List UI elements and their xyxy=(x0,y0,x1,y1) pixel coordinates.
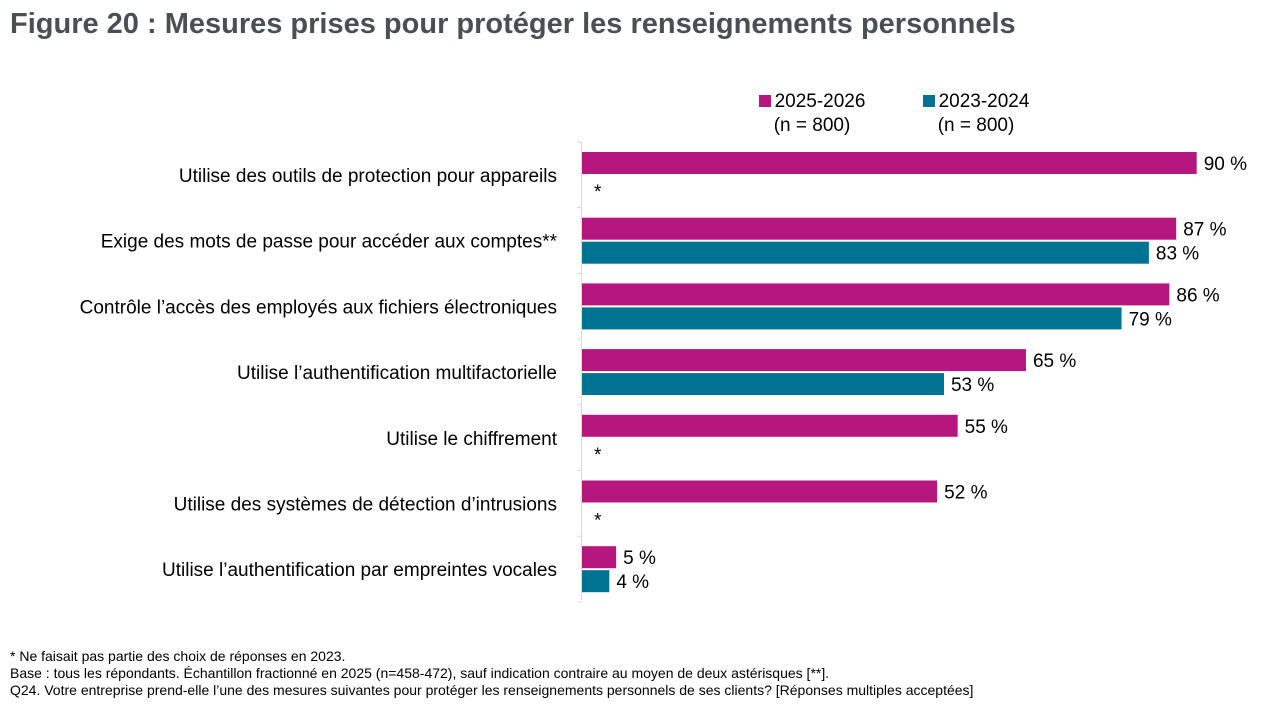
footnotes: * Ne faisait pas partie des choix de rép… xyxy=(10,648,973,699)
bar-2023-2024-1 xyxy=(582,241,1149,264)
data-label: 86 % xyxy=(1176,285,1219,306)
footnote-question: Q24. Votre entreprise prend-elle l’une d… xyxy=(10,682,974,698)
data-label: 55 % xyxy=(965,417,1008,438)
category-label: Utilise l’authentification multifactorie… xyxy=(237,363,557,384)
bar-2025-2026-0 xyxy=(582,152,1197,174)
data-label: 79 % xyxy=(1129,309,1172,330)
data-label: 52 % xyxy=(944,483,987,504)
chart-title: Figure 20 : Mesures prises pour protéger… xyxy=(10,8,1016,40)
data-label: 5 % xyxy=(623,548,656,569)
legend-sample-size: (n = 800) xyxy=(937,115,1015,136)
bar-2023-2024-3 xyxy=(582,373,944,396)
legend-item-2025: 2025-2026 (n = 800) xyxy=(752,90,872,138)
not-asked-marker: * xyxy=(594,182,602,203)
data-label: 53 % xyxy=(951,375,994,396)
data-label: 87 % xyxy=(1183,220,1226,241)
category-label: Utilise des outils de protection pour ap… xyxy=(179,166,557,187)
legend-label: 2023-2024 xyxy=(938,91,1030,112)
bar-2025-2026-4 xyxy=(582,414,958,437)
bar-2023-2024-6 xyxy=(582,570,610,593)
data-label: 4 % xyxy=(616,572,649,593)
category-label: Utilise le chiffrement xyxy=(386,429,557,450)
data-label: 65 % xyxy=(1033,351,1076,372)
category-label: Exige des mots de passe pour accéder aux… xyxy=(101,232,558,253)
bar-2025-2026-2 xyxy=(582,283,1170,306)
bar-2025-2026-3 xyxy=(582,349,1026,372)
bar-2023-2024-2 xyxy=(582,307,1122,330)
bar-2025-2026-6 xyxy=(582,546,617,569)
bar-2025-2026-5 xyxy=(582,480,938,503)
not-asked-marker: * xyxy=(594,511,602,532)
bar-2025-2026-1 xyxy=(582,217,1177,240)
legend-item-2023: 2023-2024 (n = 800) xyxy=(916,90,1036,138)
footnote-base: Base : tous les répondants. Échantillon … xyxy=(10,665,830,681)
category-label: Contrôle l’accès des employés aux fichie… xyxy=(80,297,557,318)
legend-sample-size: (n = 800) xyxy=(773,115,851,136)
data-label: 83 % xyxy=(1156,244,1199,265)
category-label: Utilise des systèmes de détection d’intr… xyxy=(174,495,557,516)
legend-swatch-icon xyxy=(922,95,935,107)
legend-swatch-icon xyxy=(758,95,771,107)
category-label: Utilise l’authentification par empreinte… xyxy=(162,560,557,581)
data-label: 90 % xyxy=(1204,154,1247,175)
footnote-asterisk: * Ne faisait pas partie des choix de rép… xyxy=(10,648,346,664)
legend-label: 2025-2026 xyxy=(774,91,866,112)
not-asked-marker: * xyxy=(594,445,602,466)
